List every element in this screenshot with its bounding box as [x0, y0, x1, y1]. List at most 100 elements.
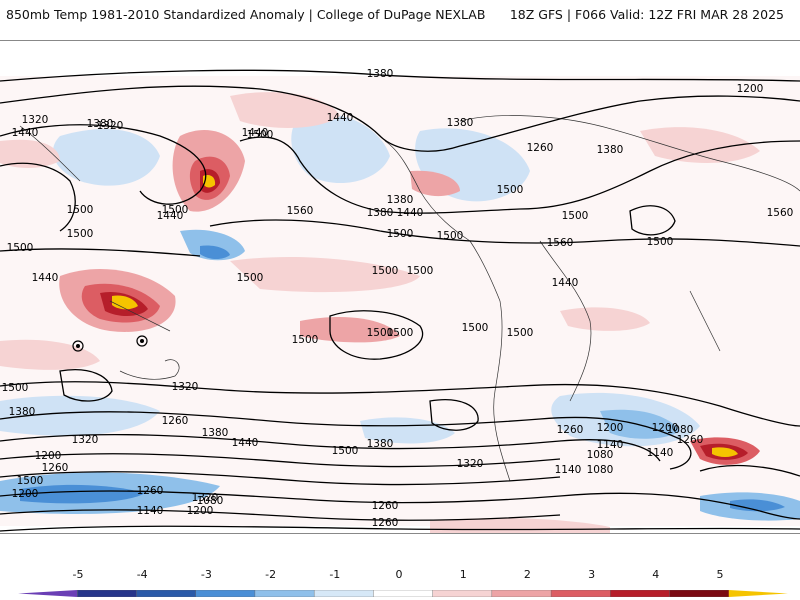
contour-label: 1500: [17, 475, 44, 487]
colorbar-tick-label: 5: [716, 568, 724, 581]
contour-label: 1320: [22, 114, 49, 126]
contour-label: 1080: [667, 424, 694, 436]
height-contours: [0, 69, 800, 532]
contour-label: 1440: [157, 210, 184, 222]
contour-label: 1320: [457, 458, 484, 470]
pressure-center-symbols: [72, 335, 148, 352]
contour-label: 1200: [12, 488, 39, 500]
contour-label: 1260: [677, 434, 704, 446]
anomaly-shading: [0, 76, 800, 533]
contour-label: 1080: [197, 495, 224, 507]
colorbar-swatch: [195, 590, 256, 597]
contour-label: 1500: [162, 204, 189, 216]
contour-label: 1500: [562, 210, 589, 222]
anomaly-map[interactable]: 1380120014401440138013201320150014401380…: [0, 40, 800, 534]
contour-label: 1500: [462, 322, 489, 334]
contour-label: 1320: [192, 492, 219, 504]
colorbar-swatch: [491, 590, 552, 597]
contour-label: 1320: [97, 120, 124, 132]
map-svg: 1380120014401440138013201320150014401380…: [0, 68, 800, 533]
colorbar-tick-label: 3: [588, 568, 596, 581]
colorbar-swatch: [313, 590, 375, 597]
contour-label: 1500: [372, 265, 399, 277]
colorbar-swatch: [550, 590, 612, 597]
contour-label: 1200: [652, 422, 679, 434]
contour-label: 1320: [172, 381, 199, 393]
contour-label: 1260: [162, 415, 189, 427]
colorbar-tick-label: 2: [523, 568, 531, 581]
contour-label: 1500: [67, 228, 94, 240]
contour-label: 1380: [87, 118, 114, 130]
contour-label: 1380: [367, 68, 394, 80]
contour-label: 1500: [437, 230, 464, 242]
contour-label: 1260: [557, 424, 584, 436]
contour-label: 1500: [292, 334, 319, 346]
colorbar-tick-label: -3: [200, 568, 212, 581]
contour-label: 1200: [597, 422, 624, 434]
coastlines: [19, 115, 800, 482]
contour-label: 1140: [597, 439, 624, 451]
contour-label: 1380: [447, 117, 474, 129]
colorbar-swatch: [432, 590, 493, 597]
colorbar: -5 -4 -3 -2 -1 0 1 2 3 4 5: [0, 568, 800, 600]
colorbar-swatch: [373, 590, 434, 597]
contour-label: 1500: [7, 242, 34, 254]
contour-label: 1200: [187, 505, 214, 517]
contour-label: 1500: [647, 236, 674, 248]
contour-label: 1140: [555, 464, 582, 476]
colorbar-tick-label: 4: [652, 568, 660, 581]
colorbar-max-arrow: [728, 590, 788, 597]
colorbar-tick-label: -2: [265, 568, 277, 581]
colorbar-swatch: [136, 590, 197, 597]
contour-label: 1440: [327, 112, 354, 124]
contour-label: 1260: [372, 517, 399, 529]
contour-label: 1500: [237, 272, 264, 284]
contour-label: 1260: [137, 485, 164, 497]
colorbar-tick-label: -5: [72, 568, 84, 581]
contour-label: 1200: [35, 450, 62, 462]
contour-label: 1080: [587, 464, 614, 476]
colorbar-tick-label: 0: [395, 568, 403, 581]
contour-label: 1560: [767, 207, 794, 219]
colorbar-tick-label: 1: [459, 568, 467, 581]
contour-label: 1500: [247, 129, 274, 141]
contour-label: 1380: [367, 438, 394, 450]
contour-label: 1440: [232, 437, 259, 449]
contour-label: 1440: [552, 277, 579, 289]
contour-label: 1260: [372, 500, 399, 512]
colorbar-min-arrow: [18, 590, 78, 597]
contour-label-layer: 1380120014401440138013201320150014401380…: [2, 68, 794, 529]
model-valid-time: 18Z GFS | F066 Valid: 12Z FRI MAR 28 202…: [509, 7, 784, 22]
contour-label: 1440: [12, 127, 39, 139]
contour-label: 1380: [387, 194, 414, 206]
contour-label: 1560: [287, 205, 314, 217]
header: 850mb Temp 1981-2010 Standardized Anomal…: [0, 0, 800, 30]
contour-label: 1380: [9, 406, 36, 418]
contour-label: 1500: [332, 445, 359, 457]
contour-label: 1380: [597, 144, 624, 156]
colorbar-swatch: [254, 590, 315, 597]
colorbar-tick-label: -4: [136, 568, 148, 581]
colorbar-swatch: [77, 590, 138, 597]
colorbar-tick-label: -1: [329, 568, 341, 581]
contour-label: 1500: [387, 327, 414, 339]
contour-label: 1140: [647, 447, 674, 459]
contour-label: 1320: [72, 434, 99, 446]
contour-label: 1080: [587, 449, 614, 461]
contour-label: 1500: [407, 265, 434, 277]
contour-label: 1440: [32, 272, 59, 284]
contour-label: 1200: [737, 83, 764, 95]
contour-label: 1500: [67, 204, 94, 216]
colorbar-swatch: [669, 590, 730, 597]
contour-label: 1140: [137, 505, 164, 517]
map-title: 850mb Temp 1981-2010 Standardized Anomal…: [6, 7, 486, 22]
contour-label: 1500: [367, 327, 394, 339]
contour-label: 1500: [507, 327, 534, 339]
colorbar-swatch: [610, 590, 671, 597]
contour-label: 1500: [387, 228, 414, 240]
contour-label: 1380: [367, 207, 394, 219]
contour-label: 1560: [547, 237, 574, 249]
contour-label: 1260: [527, 142, 554, 154]
contour-label: 1260: [42, 462, 69, 474]
contour-label: 1380: [202, 427, 229, 439]
